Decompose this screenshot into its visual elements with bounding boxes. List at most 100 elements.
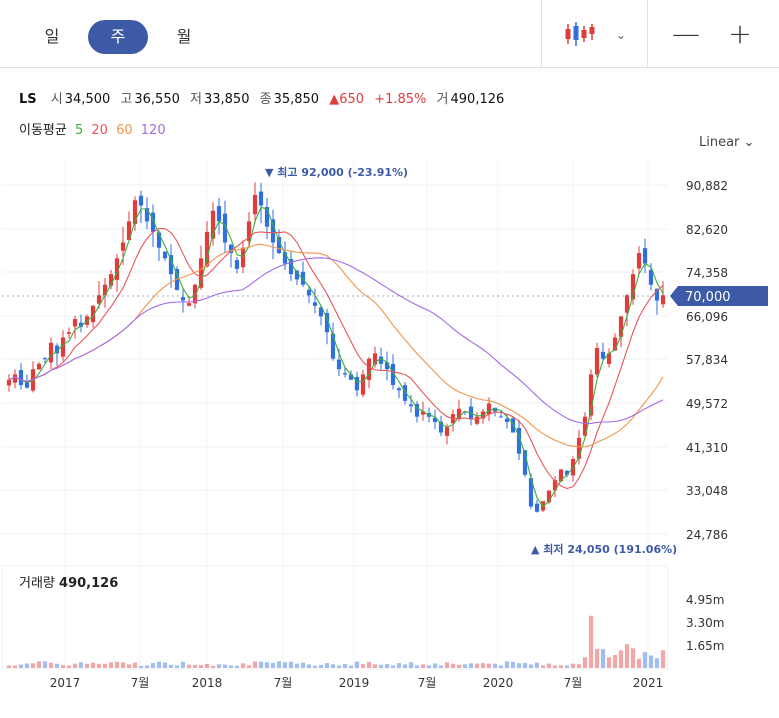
volume-bar [552,665,558,668]
volume-bar [342,664,348,668]
candle-body [414,403,420,417]
ma-label: 이동평균 [19,123,67,138]
ma-60[interactable]: 60 [116,123,133,138]
candle-body [582,416,588,436]
volume-bar [234,665,240,668]
candle-body [216,206,222,222]
candle-body [66,332,72,334]
candle-body [84,316,90,325]
candle-body [330,333,336,359]
candle-body [108,274,114,286]
candle-body [114,258,120,280]
volume-bar [24,663,30,668]
candle-body [618,316,624,337]
candle-body [360,374,366,395]
candle-body [54,345,60,354]
volume-bar [174,665,180,668]
volume-bar [600,649,606,668]
volume-tick-label: 3.30m [686,616,724,630]
candle-body [396,388,402,391]
time-tick-label: 2019 [339,676,370,690]
candle-body [60,337,66,357]
candle-body [540,501,546,511]
price-summary: LS 시 34,500 고 36,550 저 33,850 종 35,850 ▲650 … [19,88,510,107]
volume-bar [468,663,474,668]
tab-month[interactable]: 월 [176,27,192,46]
close-value: 35,850 [273,92,320,107]
candle-body [18,370,24,386]
volume-bar [258,661,264,668]
candle-body [366,358,372,380]
candle-body [408,404,414,407]
tab-day[interactable]: 일 [44,27,60,46]
ma-20[interactable]: 20 [91,123,108,138]
candle-body [126,221,132,241]
candle-body [594,348,600,375]
candle-body [648,270,654,285]
volume-bar [366,661,372,668]
candle-body [96,295,102,304]
volume-bar [102,663,108,668]
tab-week[interactable]: 주 [88,20,148,54]
zoom-in-button[interactable]: + [728,17,752,50]
candle-body [192,284,198,304]
high-label: 고 [120,92,133,107]
volume-bar [216,664,222,668]
candle-body [6,379,12,386]
chart-type-selector[interactable]: ⌄ [541,0,648,67]
volume-bar [126,664,132,668]
ma-120[interactable]: 120 [140,123,166,138]
candle-body [486,403,492,415]
change-percent: +1.85% [374,92,427,107]
volume-label: 거 [436,92,449,107]
price-tick-label: 82,620 [686,223,728,237]
volume-bar [612,655,618,668]
volume-bar [288,661,294,668]
volume-bar [318,664,324,668]
candle-body [450,414,456,424]
volume-bar [264,662,270,668]
candle-body [150,212,156,232]
volume-value: 490,126 [450,92,505,107]
time-tick-label: 2021 [633,676,664,690]
candlestick-icon [565,22,595,46]
candle-body [342,373,348,375]
price-tick-label: 74,358 [686,266,728,280]
ma60-line [8,243,664,448]
candle-body [492,407,498,412]
candle-body [234,260,240,269]
volume-tick-label: 1.65m [686,639,724,653]
candle-body [162,251,168,259]
candle-body [432,417,438,422]
ma5-line [8,206,664,508]
zoom-out-button[interactable]: — [672,17,700,50]
price-tick-label: 41,310 [686,441,728,455]
chevron-down-icon: ⌄ [616,28,627,42]
scale-toggle[interactable]: Linear ⌄ [699,135,754,150]
volume-bar [114,661,120,668]
price-tick-label: 24,786 [686,528,728,542]
scale-label: Linear [699,135,740,150]
volume-bar [390,665,396,668]
candle-body [288,259,294,275]
volume-bar [348,665,354,668]
volume-bar [312,665,318,668]
ma-5[interactable]: 5 [74,123,84,138]
candle-body [636,253,642,269]
candle-body [180,297,186,301]
time-tick-label: 7월 [274,676,293,690]
candle-body [78,322,84,327]
volume-bar [420,664,426,668]
volume-bar [144,665,150,668]
volume-bar [492,663,498,668]
volume-bar [522,662,528,668]
volume-bar [198,665,204,668]
ma120-line [8,257,664,425]
volume-bar [372,664,378,668]
candle-body [378,356,384,364]
volume-bar [414,665,420,668]
candle-body [522,450,528,475]
volume-bar [162,662,168,668]
volume-bar [546,663,552,668]
